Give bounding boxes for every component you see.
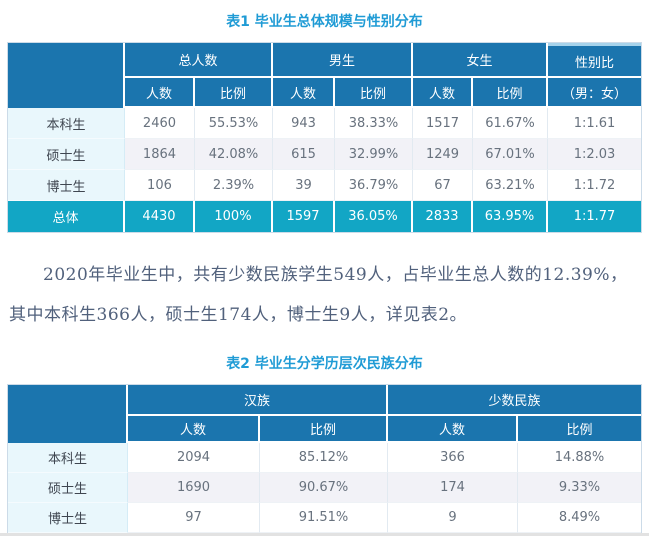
- table-row: 硕士生 1690 90.67% 174 9.33%: [7, 473, 642, 503]
- sub-header-ratio: （男：女）: [548, 78, 642, 108]
- table-cell: 14.88%: [518, 443, 642, 473]
- table-row: 硕士生 1864 42.08% 615 32.99% 1249 67.01% 1:2.03: [7, 139, 642, 170]
- table-cell: 1:1.61: [548, 108, 642, 139]
- group-header-minority: 少数民族: [388, 385, 642, 416]
- table-cell: 36.05%: [334, 201, 413, 232]
- sub-header: 人数: [127, 416, 260, 443]
- corner-cell: [7, 43, 125, 108]
- table-cell: 91.51%: [259, 503, 388, 533]
- table-cell: 1249: [413, 139, 473, 170]
- table-cell: 1:1.77: [548, 201, 642, 232]
- table-cell: 67.01%: [473, 139, 549, 170]
- table-cell: 943: [272, 108, 335, 139]
- table-cell: 366: [388, 443, 518, 473]
- row-label: 总体: [7, 201, 125, 232]
- corner-cell: [7, 385, 128, 443]
- sub-header: 比例: [473, 78, 549, 108]
- table-row: 博士生 106 2.39% 39 36.79% 67 63.21% 1:1.72: [7, 170, 642, 201]
- table-cell: 38.33%: [334, 108, 413, 139]
- table-cell: 90.67%: [259, 473, 388, 503]
- sub-header: 人数: [388, 416, 518, 443]
- table-row: 本科生 2460 55.53% 943 38.33% 1517 61.67% 1:1.61: [7, 108, 642, 139]
- table-cell: 55.53%: [194, 108, 273, 139]
- table-cell: 36.79%: [334, 170, 413, 201]
- table-cell: 2833: [413, 201, 473, 232]
- table-cell: 1:1.72: [548, 170, 642, 201]
- table-cell: 9.33%: [518, 473, 642, 503]
- table-cell: 9: [388, 503, 518, 533]
- table-cell: 61.67%: [473, 108, 549, 139]
- table-cell: 85.12%: [259, 443, 388, 473]
- table2-header-groups: 汉族 少数民族: [7, 385, 642, 443]
- table-cell: 2460: [124, 108, 195, 139]
- sub-header: 比例: [259, 416, 388, 443]
- group-header-male: 男生: [272, 43, 413, 78]
- sub-header: 人数: [413, 78, 473, 108]
- sub-header: 比例: [194, 78, 273, 108]
- table1-header-subs: 人数 比例 人数 比例 人数 比例 （男：女）: [8, 78, 642, 108]
- sub-header: 人数: [272, 78, 335, 108]
- table2-header-subs: 人数 比例 人数 比例: [8, 416, 642, 443]
- sub-header: 人数: [124, 78, 195, 108]
- table-cell: 1597: [272, 201, 335, 232]
- table-cell: 8.49%: [518, 503, 642, 533]
- table2-title: 表2 毕业生分学历层次民族分布: [226, 356, 423, 372]
- group-header-total: 总人数: [124, 43, 273, 78]
- page-bottom-divider: [0, 533, 649, 536]
- group-header-ratio: 性别比: [548, 43, 642, 78]
- table1-title: 表1 毕业生总体规模与性别分布: [226, 14, 423, 30]
- table-cell: 42.08%: [194, 139, 273, 170]
- table-cell: 106: [124, 170, 195, 201]
- row-label: 博士生: [7, 503, 128, 533]
- table-cell: 97: [127, 503, 260, 533]
- table-cell: 1517: [413, 108, 473, 139]
- table-cell: 2094: [127, 443, 260, 473]
- table-cell: 174: [388, 473, 518, 503]
- table-cell: 1864: [124, 139, 195, 170]
- table2-ethnicity-distribution: 汉族 少数民族 人数 比例 人数 比例 本科生 2094 85.12% 366 14.8…: [6, 384, 643, 536]
- row-label: 博士生: [7, 170, 125, 201]
- table1-gender-distribution: 总人数 男生 女生 性别比 人数 比例 人数 比例 人数 比例 （男：女） 本科…: [6, 42, 643, 233]
- table-cell: 39: [272, 170, 335, 201]
- row-label: 本科生: [7, 108, 125, 139]
- table-cell: 1:2.03: [548, 139, 642, 170]
- sub-header: 比例: [334, 78, 413, 108]
- row-label: 本科生: [7, 443, 128, 473]
- sub-header: 比例: [518, 416, 642, 443]
- table-cell: 63.95%: [473, 201, 549, 232]
- table-row: 博士生 97 91.51% 9 8.49%: [7, 503, 642, 533]
- table-cell: 4430: [124, 201, 195, 232]
- group-header-han: 汉族: [127, 385, 388, 416]
- minority-summary-paragraph: 2020年毕业生中，共有少数民族学生549人，占毕业生总人数的12.39%，其中…: [9, 265, 628, 325]
- table-cell: 2.39%: [194, 170, 273, 201]
- row-label: 硕士生: [7, 473, 128, 503]
- table-cell: 100%: [194, 201, 273, 232]
- table-cell: 67: [413, 170, 473, 201]
- table-cell: 1690: [127, 473, 260, 503]
- table1-header-groups: 总人数 男生 女生 性别比: [7, 43, 642, 108]
- row-label: 硕士生: [7, 139, 125, 170]
- table-cell: 63.21%: [473, 170, 549, 201]
- group-header-female: 女生: [413, 43, 549, 78]
- total-row: 总体 4430 100% 1597 36.05% 2833 63.95% 1:1.77: [7, 201, 642, 232]
- table-row: 本科生 2094 85.12% 366 14.88%: [7, 443, 642, 473]
- table-cell: 32.99%: [334, 139, 413, 170]
- table-cell: 615: [272, 139, 335, 170]
